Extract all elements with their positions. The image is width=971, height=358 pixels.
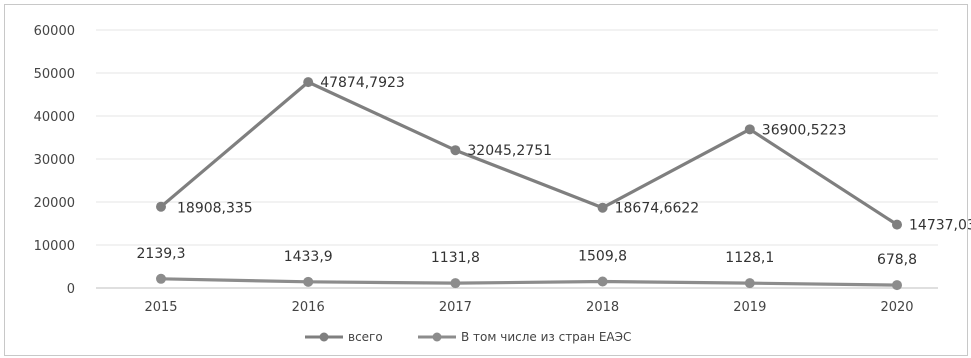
data-point: [744, 124, 755, 135]
y-tick-label: 10000: [34, 239, 75, 254]
data-label: 18908,335: [177, 201, 253, 217]
data-label: 32045,2751: [467, 143, 552, 159]
series-lines: [159, 80, 899, 287]
series-line-0: [159, 80, 899, 227]
legend-label: всего: [348, 330, 383, 344]
legend-swatch-marker: [432, 332, 442, 342]
data-point: [303, 276, 314, 287]
series-line-1: [159, 277, 899, 287]
data-label: 36900,5223: [762, 122, 847, 138]
series-points: [156, 77, 902, 291]
y-tick-label: 60000: [34, 24, 75, 39]
data-point: [450, 278, 461, 289]
x-tick-label: 2017: [439, 300, 472, 315]
y-tick-label: 0: [67, 282, 75, 297]
data-point: [892, 280, 902, 291]
x-tick-label: 2019: [733, 300, 766, 315]
data-point: [597, 276, 608, 287]
x-tick-label: 2020: [880, 300, 913, 315]
data-label: 18674,6622: [615, 201, 700, 217]
y-axis-ticks: 0 10000 20000 30000 40000 50000 60000: [34, 24, 75, 297]
legend-label: В том числе из стран ЕАЭС: [461, 330, 631, 344]
data-labels: 18908,335 47874,7923 32045,2751 18674,6622 3…: [137, 75, 971, 268]
x-axis-ticks: 2015 2016 2017 2018 2019 2020: [144, 300, 913, 315]
data-label: 1128,1: [725, 250, 774, 266]
data-point: [597, 202, 608, 213]
data-point: [156, 273, 166, 284]
data-label: 47874,7923: [320, 75, 405, 91]
data-point: [744, 278, 755, 289]
chart-frame: [4, 4, 968, 356]
data-point: [156, 201, 166, 212]
x-tick-label: 2015: [144, 300, 177, 315]
x-tick-label: 2018: [586, 300, 619, 315]
legend: всего В том числе из стран ЕАЭС: [305, 330, 631, 344]
data-label: 14737,0325: [909, 218, 971, 234]
data-label: 678,8: [877, 252, 917, 268]
data-label: 1433,9: [284, 249, 333, 265]
data-point: [303, 77, 314, 88]
y-tick-label: 30000: [34, 153, 75, 168]
legend-swatch-marker: [319, 332, 329, 342]
data-point: [450, 145, 461, 156]
y-tick-label: 40000: [34, 110, 75, 125]
data-point: [892, 219, 902, 230]
x-tick-label: 2016: [292, 300, 325, 315]
data-label: 2139,3: [137, 246, 186, 262]
y-tick-label: 50000: [34, 67, 75, 82]
data-label: 1509,8: [578, 249, 627, 265]
gridlines: [96, 29, 938, 289]
data-label: 1131,8: [431, 250, 480, 266]
y-tick-label: 20000: [34, 196, 75, 211]
